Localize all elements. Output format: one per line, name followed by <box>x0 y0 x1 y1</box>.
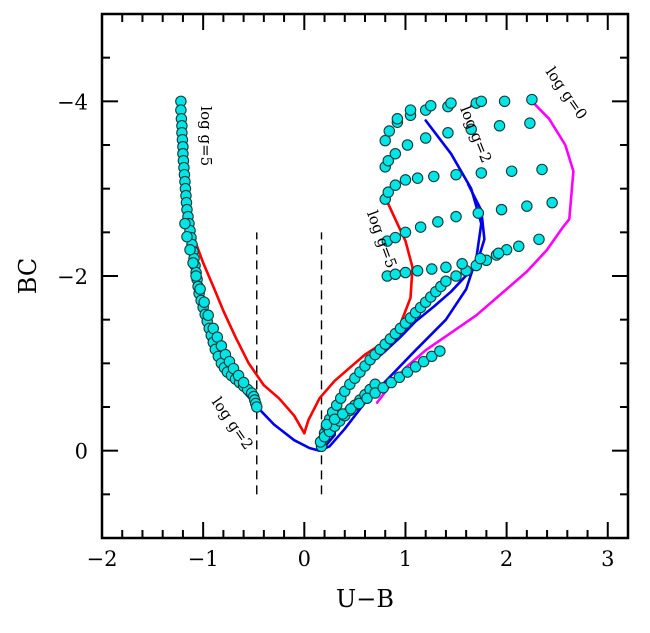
data-point <box>194 283 206 295</box>
data-point <box>533 233 545 246</box>
x-tick-label: 2 <box>500 547 513 571</box>
data-point <box>513 240 525 253</box>
data-point <box>409 361 422 373</box>
data-point <box>450 210 462 223</box>
data-point <box>440 275 452 287</box>
data-point <box>399 226 412 239</box>
data-point <box>472 207 485 219</box>
y-tick-label: −2 <box>57 265 88 289</box>
data-point <box>546 196 558 209</box>
data-point <box>198 296 210 308</box>
data-point <box>399 266 412 279</box>
data-point <box>536 163 548 176</box>
data-point <box>399 174 412 186</box>
data-point <box>345 402 357 415</box>
data-point <box>475 95 488 108</box>
data-point <box>353 397 365 410</box>
data-point <box>389 179 402 191</box>
data-point <box>526 93 538 106</box>
y-tick-label: 0 <box>75 440 88 464</box>
data-point <box>465 123 477 136</box>
data-point <box>382 154 395 167</box>
data-point <box>328 413 341 425</box>
plot-area <box>256 232 323 495</box>
data-point <box>184 244 196 256</box>
data-point <box>426 263 438 275</box>
data-point <box>391 113 404 125</box>
data-point <box>190 270 202 282</box>
data-point <box>475 167 488 179</box>
data-points <box>175 93 558 453</box>
x-tick-label: −1 <box>188 547 219 571</box>
data-point <box>401 139 414 151</box>
data-point <box>445 97 457 109</box>
data-point <box>442 127 454 139</box>
data-point <box>492 247 505 260</box>
data-point <box>181 230 193 243</box>
data-point <box>432 216 444 228</box>
data-point <box>251 401 263 413</box>
data-point <box>187 257 199 269</box>
data-point <box>404 104 417 116</box>
magenta-curve <box>375 100 575 404</box>
data-point <box>202 309 214 322</box>
y-tick-label: −4 <box>57 90 88 114</box>
x-axis-label: U−B <box>336 585 394 613</box>
data-point <box>424 99 437 112</box>
data-point <box>524 117 536 129</box>
data-point <box>456 258 468 270</box>
data-point <box>377 382 389 394</box>
data-point <box>320 418 333 431</box>
x-tick-label: 3 <box>601 547 614 571</box>
annotation-label: log g=0 <box>542 64 591 123</box>
data-point <box>411 265 424 277</box>
data-point <box>440 261 452 274</box>
data-point <box>179 217 191 230</box>
data-point <box>419 132 432 144</box>
data-point <box>450 168 462 181</box>
data-point <box>385 376 398 389</box>
plot-frame <box>100 12 630 540</box>
data-point <box>361 392 373 405</box>
data-point <box>389 231 402 244</box>
data-point <box>434 345 446 357</box>
data-point <box>393 371 406 384</box>
data-point <box>389 268 402 281</box>
data-point <box>521 200 533 212</box>
annotation-label: log g=2 <box>456 103 495 165</box>
data-point <box>495 203 508 216</box>
data-point <box>383 125 396 137</box>
data-point <box>428 170 440 183</box>
data-point <box>474 252 487 265</box>
data-point <box>411 172 424 184</box>
data-point <box>389 147 402 160</box>
data-point <box>493 120 506 132</box>
x-tick-label: 0 <box>298 547 311 571</box>
data-point <box>382 186 395 198</box>
data-point <box>379 134 391 147</box>
data-point <box>450 270 462 282</box>
data-point <box>414 221 427 233</box>
data-point <box>237 376 250 389</box>
tick-labels: −2 −1 0 1 2 3 −4 −2 0 <box>57 90 614 571</box>
data-point <box>417 355 430 368</box>
data-point <box>336 408 349 420</box>
axis-ticks <box>101 13 629 539</box>
data-point <box>498 95 511 108</box>
data-point <box>369 387 381 399</box>
data-point <box>505 165 518 177</box>
data-point <box>426 350 438 363</box>
x-tick-label: 1 <box>399 547 412 571</box>
y-axis-label: BC <box>14 258 42 294</box>
data-point <box>401 366 414 378</box>
x-tick-label: −2 <box>87 547 118 571</box>
annotation-label: log g=5 <box>197 106 215 166</box>
